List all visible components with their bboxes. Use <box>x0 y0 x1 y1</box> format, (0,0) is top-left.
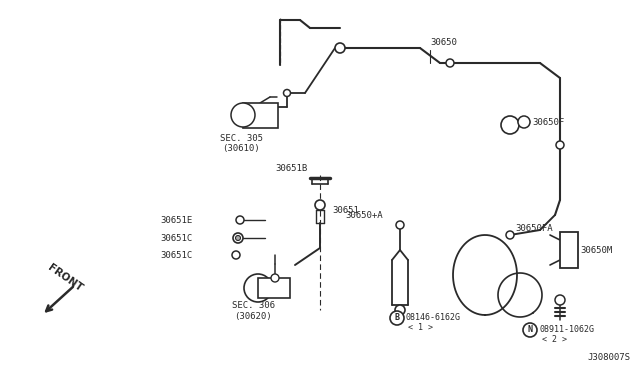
Text: N: N <box>527 326 532 334</box>
Circle shape <box>501 116 519 134</box>
Text: 30651: 30651 <box>332 205 359 215</box>
Text: 30650+A: 30650+A <box>345 211 383 219</box>
Text: J308007S: J308007S <box>587 353 630 362</box>
Bar <box>258 278 290 298</box>
Circle shape <box>556 141 564 149</box>
Circle shape <box>271 274 279 282</box>
Text: 30650F: 30650F <box>532 118 564 126</box>
Text: FRONT: FRONT <box>46 263 84 294</box>
Circle shape <box>232 251 240 259</box>
Text: 08146-6162G: 08146-6162G <box>405 314 460 323</box>
Circle shape <box>236 216 244 224</box>
Circle shape <box>555 295 565 305</box>
Text: 30651C: 30651C <box>160 250 192 260</box>
Circle shape <box>390 311 404 325</box>
Circle shape <box>396 221 404 229</box>
Circle shape <box>518 116 530 128</box>
Circle shape <box>335 43 345 53</box>
Circle shape <box>395 305 405 315</box>
Circle shape <box>233 233 243 243</box>
Text: 30651E: 30651E <box>160 215 192 224</box>
Circle shape <box>523 323 537 337</box>
Text: 30650FA: 30650FA <box>515 224 552 232</box>
Text: 30650M: 30650M <box>580 246 612 254</box>
Text: SEC. 306: SEC. 306 <box>232 301 275 311</box>
Text: 30651C: 30651C <box>160 234 192 243</box>
Text: 08911-1062G: 08911-1062G <box>540 326 595 334</box>
Circle shape <box>244 274 272 302</box>
Text: 30650: 30650 <box>430 38 457 46</box>
Bar <box>243 103 278 128</box>
Text: < 2 >: < 2 > <box>542 336 567 344</box>
Text: < 1 >: < 1 > <box>408 324 433 333</box>
Text: (30620): (30620) <box>234 312 271 321</box>
Text: B: B <box>394 314 399 323</box>
Text: SEC. 305: SEC. 305 <box>220 134 263 142</box>
Circle shape <box>231 103 255 127</box>
Circle shape <box>315 200 325 210</box>
Text: (30610): (30610) <box>222 144 260 153</box>
Text: 30651B: 30651B <box>275 164 307 173</box>
Circle shape <box>236 235 241 241</box>
Bar <box>560 232 578 268</box>
Circle shape <box>446 59 454 67</box>
Circle shape <box>284 90 291 96</box>
Circle shape <box>506 231 514 239</box>
